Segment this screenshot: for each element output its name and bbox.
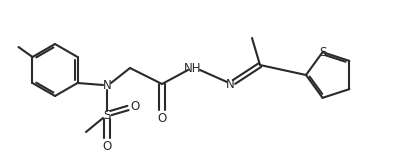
- Text: S: S: [319, 46, 326, 59]
- Text: O: O: [102, 140, 111, 152]
- Text: S: S: [103, 108, 111, 121]
- Text: O: O: [157, 112, 167, 124]
- Text: O: O: [130, 100, 140, 112]
- Text: NH: NH: [184, 61, 202, 75]
- Text: N: N: [225, 77, 234, 91]
- Text: N: N: [103, 79, 111, 92]
